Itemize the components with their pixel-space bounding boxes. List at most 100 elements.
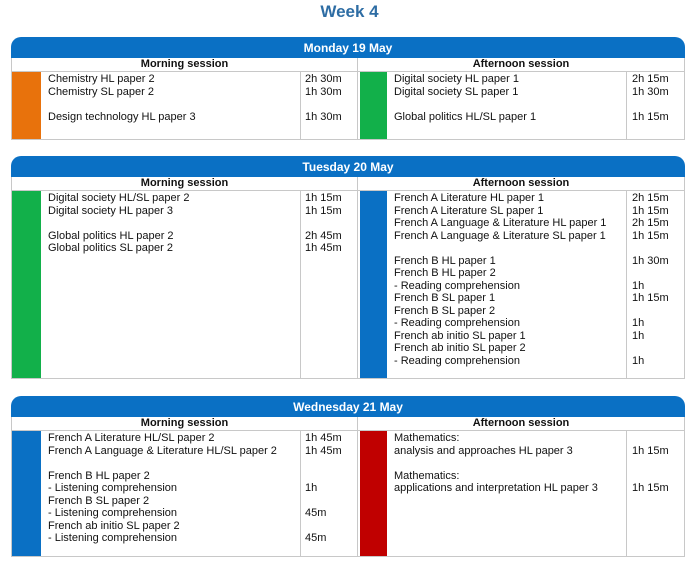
exam-name (394, 457, 626, 470)
morning-heading: Morning session (140, 417, 229, 429)
exam-name: French ab initio SL paper 2 (394, 342, 526, 354)
morning-session: Digital society HL/SL paper 2 1h 15m Digit… (12, 191, 357, 378)
exam-duration: 1h 15m (632, 482, 669, 494)
exam-duration (626, 457, 684, 470)
subject-color-bar (12, 191, 41, 378)
afternoon-session: French A Literature HL paper 1 2h 15m Fren… (357, 191, 684, 378)
exam-duration: 1h 30m (632, 85, 669, 98)
exam-duration (626, 305, 684, 318)
afternoon-heading: Afternoon session (357, 58, 684, 71)
exam-name: French B HL paper 2 (48, 469, 150, 482)
exam-row: Global politics SL paper 2 1h 45m (48, 242, 357, 255)
exam-name (394, 242, 626, 255)
exam-row: Chemistry HL paper 2 2h 30m (48, 73, 357, 86)
exam-row: Digital society HL paper 1 2h 15m (394, 73, 684, 86)
afternoon-heading: Afternoon session (357, 417, 684, 430)
exam-duration: 2h 15m (632, 73, 669, 85)
exam-duration (626, 98, 684, 111)
exam-duration: 1h (632, 317, 645, 329)
exam-duration: 2h 15m (632, 217, 669, 229)
exam-name: French A Language & Literature HL paper … (394, 217, 607, 229)
exam-row: - Reading comprehension 1h (394, 317, 684, 330)
exam-row: French B HL paper 1 1h 30m (394, 255, 684, 268)
exam-duration (626, 267, 684, 280)
exam-duration: 1h (632, 279, 645, 292)
exam-duration: 1h 30m (632, 254, 669, 267)
morning-heading: Morning session (140, 58, 229, 70)
exam-row: French ab initio SL paper 1 1h (394, 330, 684, 343)
exam-duration: 1h 45m (305, 432, 342, 444)
exam-duration (626, 342, 684, 355)
exam-name: French ab initio SL paper 1 (394, 329, 526, 342)
exam-duration (626, 432, 684, 445)
exam-duration (299, 520, 357, 533)
exam-row: French B SL paper 2 (394, 305, 684, 318)
exam-name: Mathematics: (394, 432, 460, 444)
exam-row: French A Language & Literature HL paper … (394, 217, 684, 230)
exam-row: Mathematics: (394, 432, 684, 445)
exam-row: Global politics HL paper 2 2h 45m (48, 230, 357, 243)
exam-duration: 1h 15m (632, 204, 669, 217)
subject-color-bar (12, 431, 41, 556)
exam-name: Digital society SL paper 1 (394, 85, 519, 98)
afternoon-session: Digital society HL paper 1 2h 15m Digital … (357, 72, 684, 139)
exam-name: French A Literature HL paper 1 (394, 192, 545, 204)
exam-row: French A Language & Literature SL paper … (394, 230, 684, 243)
exam-row: French A Literature SL paper 1 1h 15m (394, 205, 684, 218)
exam-name: analysis and approaches HL paper 3 (394, 444, 573, 457)
day-body: Chemistry HL paper 2 2h 30m Chemistry SL p… (11, 72, 685, 140)
exam-row: French ab initio SL paper 2 (48, 520, 357, 533)
exam-duration: 1h 15m (632, 444, 669, 457)
morning-session: Chemistry HL paper 2 2h 30m Chemistry SL p… (12, 72, 357, 139)
exam-row (48, 98, 357, 111)
exam-duration: 45m (305, 507, 327, 519)
exam-duration: 1h 15m (632, 110, 669, 123)
exam-name: - Reading comprehension (394, 354, 520, 367)
exam-name: - Listening comprehension (48, 507, 178, 519)
exam-duration (626, 242, 684, 255)
exam-name: French B SL paper 2 (394, 304, 496, 317)
session-headings: Morning session Afternoon session (11, 58, 685, 72)
exam-row: French B HL paper 2 (48, 470, 357, 483)
exam-row (394, 457, 684, 470)
day-block: Wednesday 21 May Morning session Afternoo… (11, 396, 685, 557)
exam-row: French B HL paper 2 (394, 267, 684, 280)
exam-row: French B SL paper 2 (48, 495, 357, 508)
morning-session: French A Literature HL/SL paper 2 1h 45m F… (12, 431, 357, 556)
exam-row: French A Language & Literature HL/SL pap… (48, 445, 357, 458)
exam-row: - Reading comprehension 1h (394, 355, 684, 368)
exam-row: French A Literature HL/SL paper 2 1h 45m (48, 432, 357, 445)
exam-name: French A Language & Literature HL/SL pap… (48, 444, 277, 457)
exam-name: Global politics SL paper 2 (48, 242, 173, 254)
exam-name: Digital society HL paper 1 (394, 73, 519, 85)
exam-duration: 1h (305, 482, 318, 494)
day-body: French A Literature HL/SL paper 2 1h 45m F… (11, 431, 685, 557)
exam-name (48, 98, 299, 111)
session-headings: Morning session Afternoon session (11, 177, 685, 191)
exam-row: - Reading comprehension 1h (394, 280, 684, 293)
exam-row: - Listening comprehension 1h (48, 482, 357, 495)
day-block: Monday 19 May Morning session Afternoon s… (11, 37, 685, 140)
exam-name: applications and interpretation HL paper… (394, 482, 598, 494)
exam-duration: 1h 15m (305, 204, 342, 217)
exam-row: Design technology HL paper 3 1h 30m (48, 111, 357, 124)
day-header: Monday 19 May (11, 37, 685, 58)
exam-duration (299, 217, 357, 230)
exam-duration: 2h 45m (305, 229, 342, 242)
exam-duration (299, 470, 357, 483)
exam-name: French A Literature HL/SL paper 2 (48, 432, 215, 444)
exam-duration: 1h 30m (305, 110, 342, 123)
exam-duration: 1h 45m (305, 444, 342, 457)
exam-name: French B SL paper 2 (48, 494, 150, 507)
day-body: Digital society HL/SL paper 2 1h 15m Digit… (11, 191, 685, 379)
day-header: Wednesday 21 May (11, 396, 685, 417)
exam-row: Digital society HL/SL paper 2 1h 15m (48, 192, 357, 205)
exam-duration: 1h 15m (632, 292, 669, 304)
day-header: Tuesday 20 May (11, 156, 685, 177)
exam-duration (299, 457, 357, 470)
exam-name: Mathematics: (394, 469, 460, 482)
exam-name: Digital society HL paper 3 (48, 204, 173, 217)
exam-name: Chemistry HL paper 2 (48, 73, 155, 85)
exam-row: - Listening comprehension 45m (48, 507, 357, 520)
exam-name: Digital society HL/SL paper 2 (48, 192, 190, 204)
